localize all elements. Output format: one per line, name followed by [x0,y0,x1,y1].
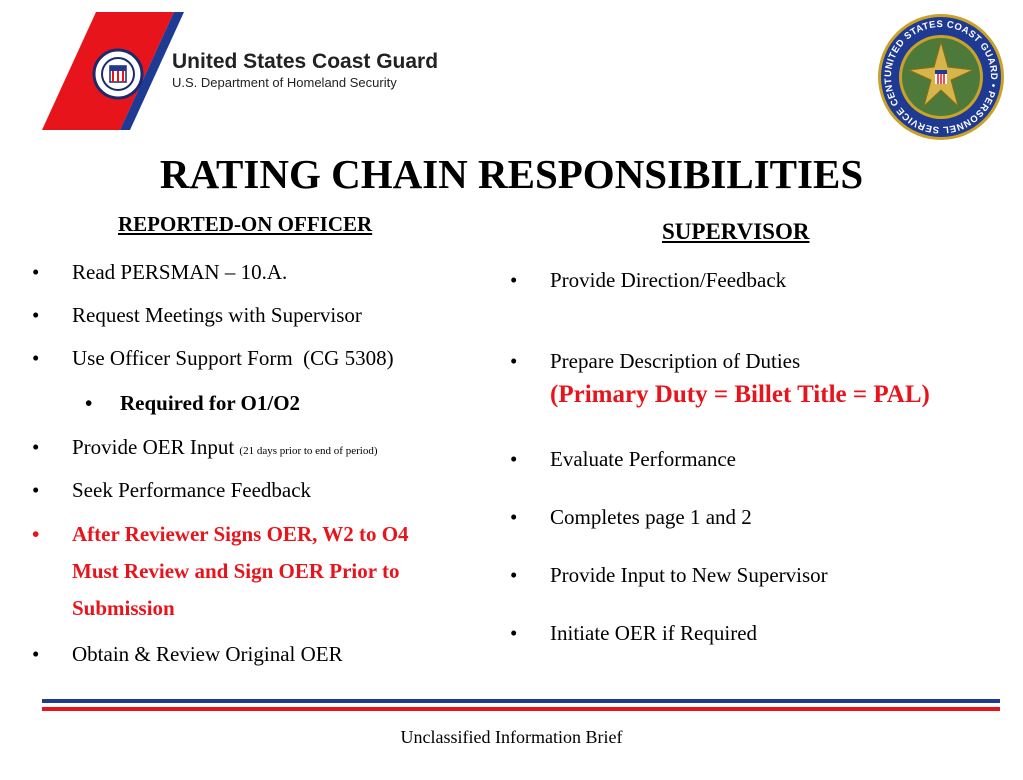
bullet: • [32,522,40,546]
right-item-6-text: Initiate OER if Required [550,621,758,645]
bullet: • [510,621,518,645]
bullet: • [85,391,93,415]
reported-on-officer-heading: REPORTED-ON OFFICER [118,212,373,236]
right-item-2-text: Prepare Description of Duties [550,349,801,373]
right-item-2-subtext: (Primary Duty = Billet Title = PAL) [550,381,930,408]
left-item-1-text: Read PERSMAN – 10.A. [72,260,288,284]
right-item-5-text: Provide Input to New Supervisor [550,563,828,587]
bullet: • [32,478,40,502]
bullet: • [32,303,40,327]
personnel-service-center-seal: UNITED STATES COAST GUARD • PERSONNEL SE… [876,12,1004,140]
left-subitem-required-text: Required for O1/O2 [120,391,301,415]
coast-guard-shield-icon [92,48,144,100]
coast-guard-stripes-logo [42,12,184,130]
bullet: • [510,563,518,587]
bullet: • [510,505,518,529]
left-item-6-line-3: Submission [72,596,175,620]
left-item-2-text: Request Meetings with Supervisor [72,303,362,327]
right-item-1-text: Provide Direction/Feedback [550,268,787,292]
left-item-6-line-2: Must Review and Sign OER Prior to [72,559,400,583]
bullet: • [32,435,40,459]
organization-name: United States Coast Guard [172,50,439,73]
footer-divider-lines [42,699,1000,711]
bullet: • [510,268,518,292]
left-item-3-text: Use Officer Support Form (CG 5308) [72,346,394,370]
left-item-5-text: Seek Performance Feedback [72,478,312,502]
organization-department: U.S. Department of Homeland Security [172,75,397,90]
left-item-4-textwrap: Provide OER Input (21 days prior to end … [72,429,377,470]
supervisor-heading: SUPERVISOR [662,219,810,244]
footer-classification: Unclassified Information Brief [400,727,623,747]
bullet: • [510,447,518,471]
right-item-4-text: Completes page 1 and 2 [550,505,752,529]
bullet: • [32,346,40,370]
left-item-4-text: Provide OER Input [72,435,240,459]
left-item-6-line-1: After Reviewer Signs OER, W2 to O4 [72,522,409,546]
eagle-shield-icon [935,70,947,84]
right-item-3-text: Evaluate Performance [550,447,736,471]
bullet: • [32,260,40,284]
left-item-7-text: Obtain & Review Original OER [72,642,343,666]
bullet: • [32,642,40,666]
left-item-4-note: (21 days prior to end of period) [239,445,378,457]
slide-title: RATING CHAIN RESPONSIBILITIES [159,151,864,197]
bullet: • [510,349,518,373]
